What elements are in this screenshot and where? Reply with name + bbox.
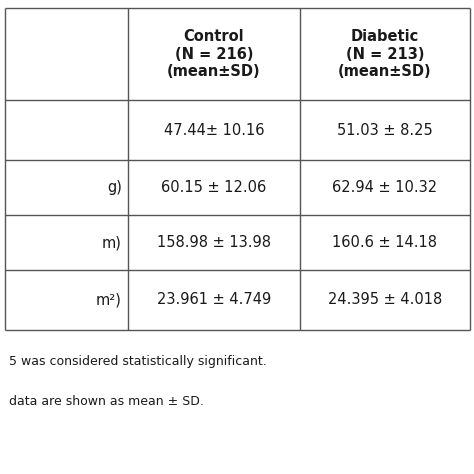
Text: 24.395 ± 4.018: 24.395 ± 4.018 [328,292,442,308]
Text: 60.15 ± 12.06: 60.15 ± 12.06 [161,180,266,195]
Text: 5 was considered statistically significant.: 5 was considered statistically significa… [9,355,267,368]
Text: m): m) [102,235,122,250]
Text: data are shown as mean ± SD.: data are shown as mean ± SD. [9,395,204,408]
Text: Diabetic
(N = 213)
(mean±SD): Diabetic (N = 213) (mean±SD) [338,29,432,79]
Text: 47.44± 10.16: 47.44± 10.16 [164,122,264,137]
Text: 51.03 ± 8.25: 51.03 ± 8.25 [337,122,433,137]
Text: m²): m²) [96,292,122,308]
Text: 23.961 ± 4.749: 23.961 ± 4.749 [157,292,271,308]
Text: 62.94 ± 10.32: 62.94 ± 10.32 [332,180,438,195]
Text: g): g) [107,180,122,195]
Text: 158.98 ± 13.98: 158.98 ± 13.98 [157,235,271,250]
Text: 160.6 ± 14.18: 160.6 ± 14.18 [332,235,438,250]
Text: Control
(N = 216)
(mean±SD): Control (N = 216) (mean±SD) [167,29,261,79]
